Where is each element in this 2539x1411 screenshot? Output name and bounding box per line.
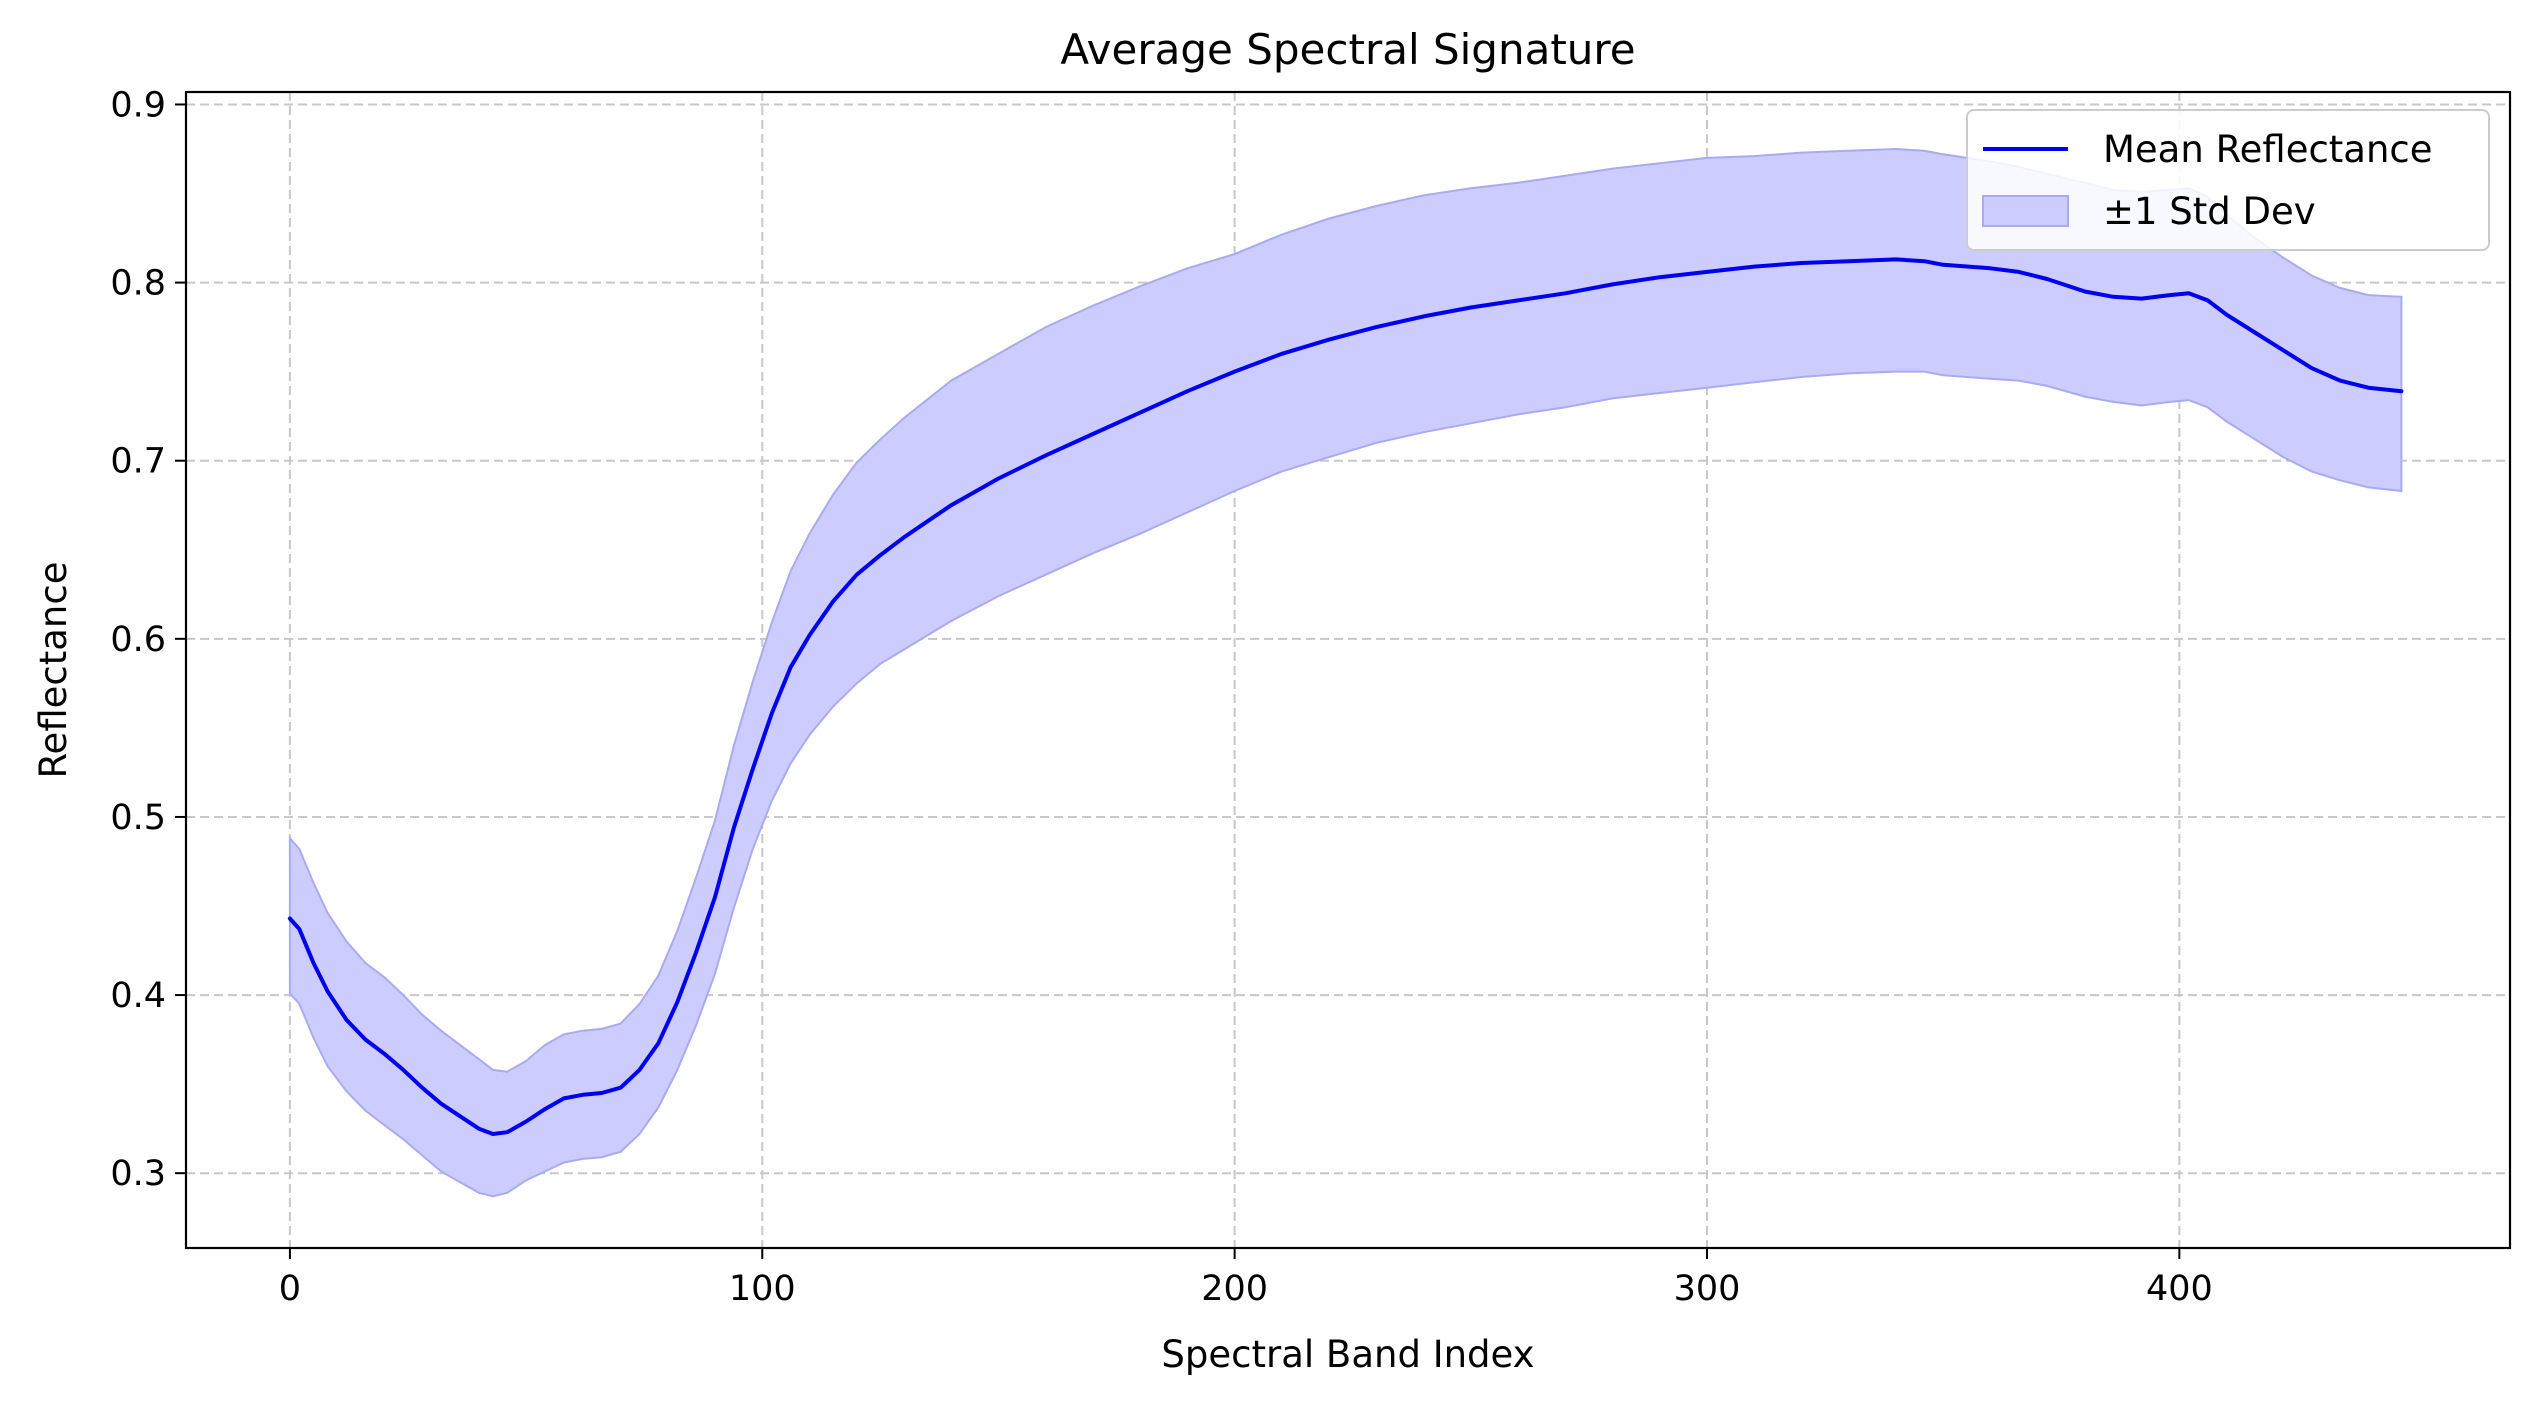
legend-label-mean: Mean Reflectance [2103,128,2433,171]
legend-label-std: ±1 Std Dev [2103,190,2316,233]
x-tick-label: 0 [279,1269,301,1309]
mean-reflectance-line [287,257,2404,1136]
y-tick-label: 0.9 [110,85,166,125]
y-axis-label: Reflectance [32,562,75,779]
x-axis-label: Spectral Band Index [1161,1333,1534,1376]
legend-box [1966,109,2490,251]
y-tick-label: 0.6 [110,620,166,660]
x-tick-label: 200 [1201,1269,1268,1309]
chart-title: Average Spectral Signature [1060,25,1635,74]
x-tick-label: 100 [729,1269,796,1309]
x-tick-label: 400 [2146,1269,2213,1309]
legend-band-swatch [1982,195,2069,227]
y-tick-label: 0.8 [110,264,166,304]
y-tick-label: 0.5 [110,798,166,838]
y-tick-label: 0.3 [110,1154,166,1194]
std-dev-band [288,147,2403,1198]
y-tick-label: 0.7 [110,442,166,482]
legend: Mean Reflectance ±1 Std Dev [1966,109,2490,251]
plot-frame [184,90,2512,1250]
mean-line-layer [287,257,2404,1136]
y-tick-label: 0.4 [110,976,166,1016]
x-tick-label: 300 [1674,1269,1741,1309]
axis-ticks: 0 100 200 300 400 0.3 0.4 0.5 0.6 0.7 0.8 0.9 [110,85,2212,1309]
std-band-layer [288,147,2403,1198]
